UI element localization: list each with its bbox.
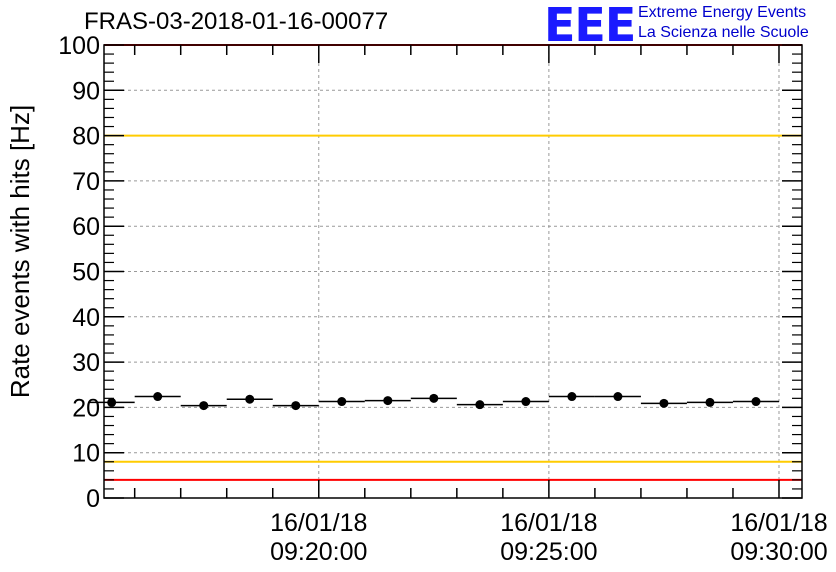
y-axis-label: Rate events with hits [Hz]	[5, 105, 35, 398]
x-tick-label-time: 09:20:00	[270, 538, 367, 566]
data-points	[88, 392, 779, 411]
y-tick-label: 20	[72, 394, 100, 422]
y-tick-label: 0	[86, 485, 100, 513]
data-point	[153, 392, 163, 402]
x-tick-label-date: 16/01/18	[730, 509, 827, 537]
data-point	[107, 397, 117, 407]
data-point	[659, 398, 669, 408]
y-tick-label: 10	[72, 440, 100, 468]
tick-labels: 010203040506070809010016/01/1809:20:0016…	[58, 32, 827, 566]
y-tick-label: 40	[72, 304, 100, 332]
eee-logo: EEE	[544, 0, 636, 52]
data-point	[199, 401, 209, 411]
data-point	[291, 401, 301, 411]
data-point	[383, 396, 393, 406]
y-tick-label: 80	[72, 123, 100, 151]
x-tick-label-date: 16/01/18	[500, 509, 597, 537]
grid-lines	[104, 45, 802, 498]
data-point	[337, 397, 347, 407]
y-tick-label: 70	[72, 168, 100, 196]
logo-caption-line1: Extreme Energy Events	[638, 4, 807, 21]
x-tick-label-date: 16/01/18	[270, 509, 367, 537]
data-point	[751, 397, 761, 407]
logo-caption-line2: La Scienza nelle Scuole	[638, 24, 809, 41]
data-point	[521, 397, 531, 407]
reference-lines	[104, 44, 802, 481]
data-point	[245, 394, 255, 404]
data-point	[567, 392, 577, 402]
y-tick-label: 30	[72, 349, 100, 377]
x-tick-label-time: 09:30:00	[730, 538, 827, 566]
chart-title: FRAS-03-2018-01-16-00077	[84, 8, 389, 35]
data-point	[613, 392, 623, 402]
y-tick-label: 60	[72, 213, 100, 241]
y-tick-label: 100	[58, 32, 100, 60]
y-tick-label: 50	[72, 259, 100, 287]
plot-frame	[103, 44, 803, 499]
x-tick-label-time: 09:25:00	[500, 538, 597, 566]
data-point	[475, 400, 485, 410]
data-point	[705, 397, 715, 407]
data-point	[429, 393, 439, 403]
y-tick-label: 90	[72, 77, 100, 105]
